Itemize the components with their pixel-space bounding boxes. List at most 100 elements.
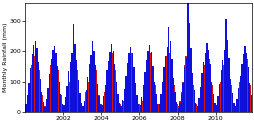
Bar — [170, 70, 172, 112]
Bar — [213, 103, 215, 112]
Bar — [150, 59, 152, 112]
Bar — [95, 65, 96, 112]
Bar — [46, 99, 47, 112]
Bar — [251, 104, 253, 112]
Bar — [52, 50, 53, 112]
Bar — [125, 76, 126, 112]
Bar — [194, 103, 196, 112]
Bar — [102, 101, 104, 112]
Bar — [245, 53, 246, 112]
Bar — [107, 61, 109, 112]
Bar — [191, 85, 193, 112]
Bar — [179, 103, 180, 112]
Bar — [99, 104, 101, 112]
Bar — [112, 51, 114, 112]
Bar — [248, 83, 249, 112]
Bar — [198, 98, 199, 112]
Bar — [160, 101, 161, 112]
Bar — [218, 92, 220, 112]
Bar — [147, 56, 149, 112]
Bar — [131, 53, 132, 112]
Bar — [180, 94, 181, 112]
Bar — [156, 104, 158, 112]
Bar — [182, 82, 183, 112]
Bar — [98, 96, 99, 112]
Bar — [38, 70, 39, 112]
Bar — [120, 106, 121, 112]
Bar — [79, 93, 80, 112]
Bar — [126, 63, 128, 112]
Bar — [167, 27, 169, 112]
Bar — [209, 70, 210, 112]
Bar — [106, 70, 107, 112]
Bar — [139, 105, 140, 112]
Bar — [115, 85, 117, 112]
Bar — [163, 82, 164, 112]
Bar — [234, 106, 235, 112]
Bar — [231, 95, 232, 112]
Bar — [155, 94, 156, 112]
Bar — [47, 88, 49, 112]
Bar — [39, 79, 41, 112]
Bar — [150, 52, 151, 112]
Bar — [149, 45, 150, 112]
Bar — [42, 104, 44, 112]
Bar — [27, 95, 28, 112]
Bar — [223, 50, 224, 112]
Bar — [242, 56, 244, 112]
Bar — [239, 76, 240, 112]
Bar — [88, 64, 90, 112]
Bar — [152, 66, 153, 112]
Bar — [44, 107, 45, 112]
Bar — [148, 53, 150, 112]
Bar — [49, 82, 51, 112]
Bar — [248, 85, 250, 112]
Bar — [66, 92, 68, 112]
Bar — [81, 103, 82, 112]
Bar — [161, 92, 163, 112]
Bar — [80, 104, 82, 112]
Bar — [227, 70, 229, 112]
Bar — [232, 103, 234, 112]
Bar — [35, 41, 36, 112]
Bar — [133, 70, 134, 112]
Bar — [63, 105, 65, 112]
Bar — [215, 106, 217, 112]
Bar — [160, 94, 161, 112]
Bar — [28, 92, 30, 112]
Bar — [68, 82, 70, 112]
Bar — [104, 85, 105, 112]
Bar — [91, 41, 93, 112]
Bar — [216, 101, 218, 112]
Bar — [93, 59, 95, 112]
Bar — [84, 101, 85, 112]
Bar — [136, 95, 137, 112]
Bar — [112, 59, 114, 112]
Bar — [129, 53, 131, 112]
Bar — [199, 92, 201, 112]
Bar — [68, 71, 69, 112]
Bar — [44, 106, 46, 112]
Bar — [134, 83, 136, 112]
Bar — [85, 92, 87, 112]
Bar — [228, 58, 229, 112]
Bar — [234, 106, 236, 112]
Bar — [223, 56, 225, 112]
Bar — [218, 84, 219, 112]
Bar — [27, 101, 28, 112]
Bar — [186, 0, 188, 112]
Bar — [183, 67, 185, 112]
Bar — [106, 82, 107, 112]
Bar — [212, 94, 213, 112]
Bar — [224, 19, 226, 112]
Bar — [55, 53, 56, 112]
Bar — [60, 94, 61, 112]
Bar — [153, 82, 154, 112]
Bar — [25, 106, 27, 112]
Bar — [243, 53, 245, 112]
Bar — [79, 95, 81, 112]
Bar — [118, 104, 120, 112]
Bar — [247, 66, 248, 112]
Bar — [66, 86, 68, 112]
Bar — [240, 64, 242, 112]
